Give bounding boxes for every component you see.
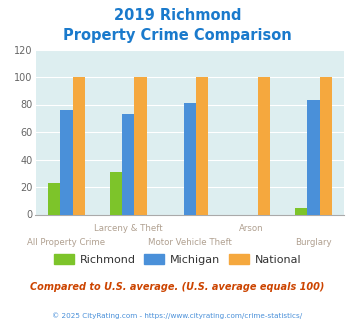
Bar [72,77,85,214]
Bar [110,172,122,214]
Bar [258,77,270,214]
Bar [134,77,147,214]
Text: Property Crime Comparison: Property Crime Comparison [63,28,292,43]
Bar [196,77,208,214]
Text: © 2025 CityRating.com - https://www.cityrating.com/crime-statistics/: © 2025 CityRating.com - https://www.city… [53,312,302,318]
Bar [184,103,196,214]
Bar [307,100,320,214]
Text: Larceny & Theft: Larceny & Theft [94,224,163,233]
Bar [122,114,134,214]
Text: Motor Vehicle Theft: Motor Vehicle Theft [148,238,232,247]
Bar [295,208,307,214]
Text: Compared to U.S. average. (U.S. average equals 100): Compared to U.S. average. (U.S. average … [30,282,325,292]
Bar [48,183,60,214]
Text: 2019 Richmond: 2019 Richmond [114,8,241,23]
Bar [320,77,332,214]
Bar [60,110,72,214]
Text: Burglary: Burglary [295,238,332,247]
Text: All Property Crime: All Property Crime [27,238,105,247]
Legend: Richmond, Michigan, National: Richmond, Michigan, National [49,250,306,269]
Text: Arson: Arson [239,224,264,233]
